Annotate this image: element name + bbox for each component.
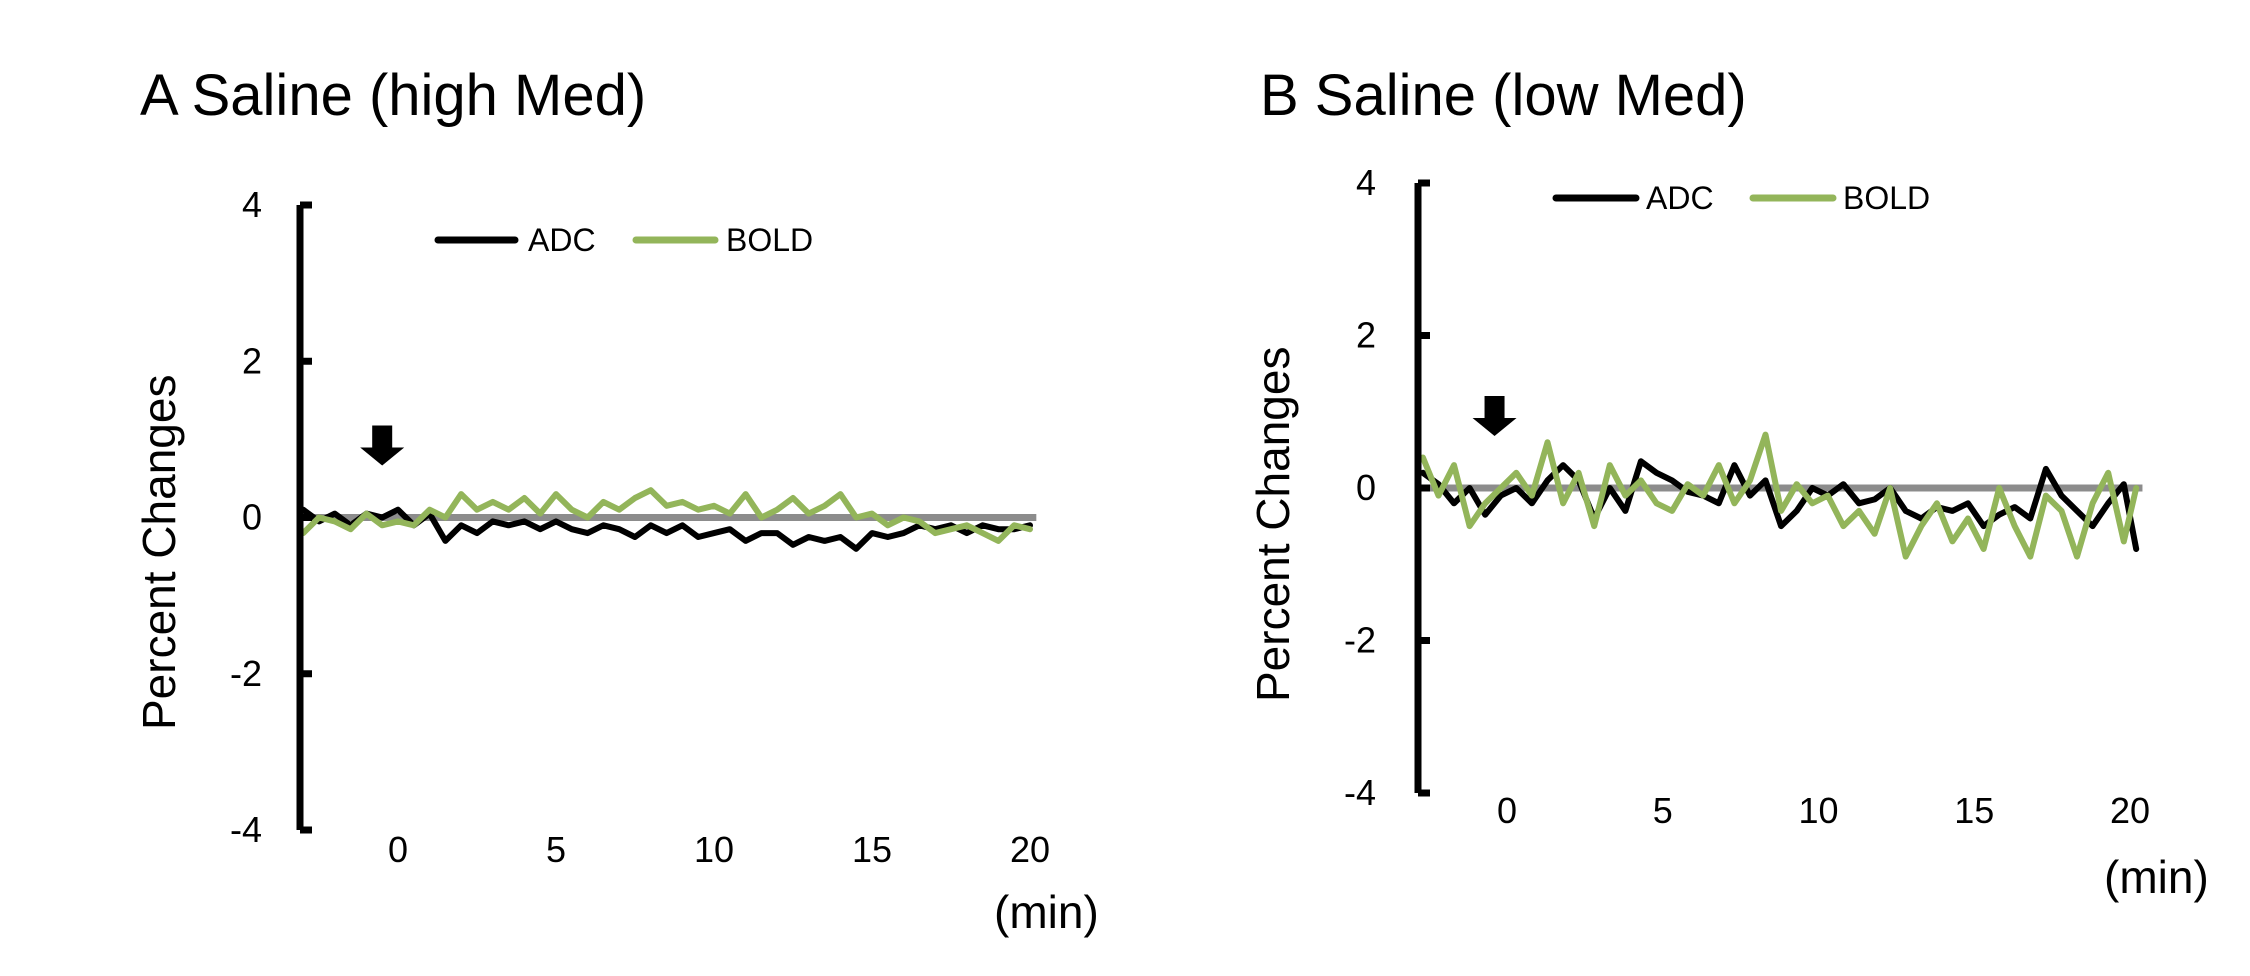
legend-label-adc: ADC xyxy=(1646,180,1714,216)
injection-arrow-icon xyxy=(1472,396,1517,436)
x-axis-unit-label: (min) xyxy=(994,886,1099,938)
chart-panel-b: B Saline (low Med) Percent Changes (min)… xyxy=(1110,0,2250,976)
chart-title: B Saline (low Med) xyxy=(1260,63,1747,128)
x-tick-label: 10 xyxy=(694,829,734,870)
x-tick-label: 0 xyxy=(388,829,408,870)
y-tick-label: 4 xyxy=(242,184,262,225)
injection-arrow-icon xyxy=(360,425,405,466)
y-tick-label: 2 xyxy=(1356,315,1376,356)
x-axis-unit-label: (min) xyxy=(2104,851,2209,903)
series-line-bold xyxy=(1419,431,2140,560)
legend-label-bold: BOLD xyxy=(726,222,813,258)
y-tick-label: -2 xyxy=(1344,620,1376,661)
x-tick-label: 20 xyxy=(1010,829,1050,870)
series-line-adc xyxy=(1419,458,2140,552)
y-tick-label: 4 xyxy=(1356,162,1376,203)
chart-title: A Saline (high Med) xyxy=(140,63,647,128)
x-tick-label: 0 xyxy=(1497,790,1517,831)
x-tick-label: 15 xyxy=(852,829,892,870)
y-tick-label: -4 xyxy=(1344,772,1376,813)
y-tick-label: 0 xyxy=(242,497,262,538)
x-tick-label: 15 xyxy=(1954,790,1994,831)
x-tick-label: 10 xyxy=(1798,790,1838,831)
series-line-bold xyxy=(300,487,1033,544)
x-tick-label: 5 xyxy=(546,829,566,870)
legend-label-adc: ADC xyxy=(528,222,596,258)
y-tick-label: 0 xyxy=(1356,467,1376,508)
y-tick-label: -2 xyxy=(230,653,262,694)
x-tick-label: 20 xyxy=(2110,790,2150,831)
chart-panel-a: A Saline (high Med) Percent Changes (min… xyxy=(0,0,1110,976)
y-tick-label: -4 xyxy=(230,809,262,850)
y-tick-label: 2 xyxy=(242,340,262,381)
legend-label-bold: BOLD xyxy=(1843,180,1930,216)
x-tick-label: 5 xyxy=(1653,790,1673,831)
